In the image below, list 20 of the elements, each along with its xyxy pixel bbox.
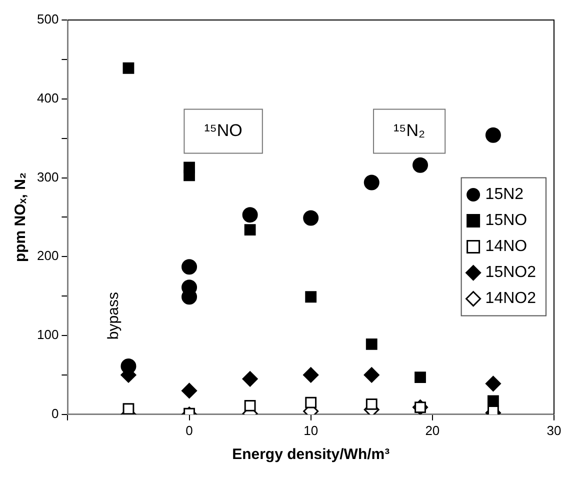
x-tick-label: 10 [304,422,318,438]
legend-label: 15N2 [485,186,524,204]
y-tick-label: 200 [36,248,59,264]
x-tick-label: 30 [546,422,562,438]
legend-label: 14NO2 [485,290,536,308]
annotation: bypass [105,292,122,340]
legend-label: 14NO [485,238,528,256]
annotation: ¹⁵N₂ [394,120,426,140]
y-tick-label: 500 [36,12,59,27]
y-axis-title: ppm NOₓ, N₂ [12,172,30,262]
x-tick-label: 0 [186,422,193,438]
legend-label: 15NO2 [485,264,536,282]
x-axis-title: Energy density/Wh/m³ [232,446,390,464]
y-tick-label: 400 [36,90,59,106]
y-tick-label: 100 [36,327,59,342]
y-tick-label: 300 [36,169,59,184]
legend-label: 15NO [485,212,528,230]
x-tick-label: 20 [425,422,440,438]
annotation: ¹⁵NO [204,120,242,140]
y-tick-label: 0 [51,406,59,421]
